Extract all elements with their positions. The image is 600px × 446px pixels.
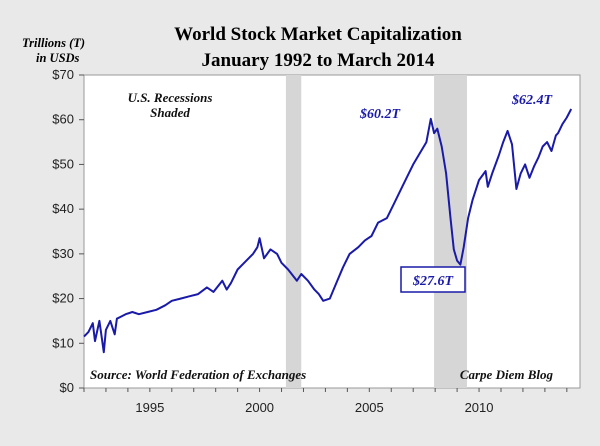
series-line (83, 108, 573, 354)
recession-note-line2: Shaded (150, 105, 190, 120)
y-tick-label: $20 (52, 291, 74, 306)
chart-subtitle: January 1992 to March 2014 (202, 50, 435, 71)
x-tick-label: 1995 (135, 400, 164, 415)
y-tick-label: $0 (60, 380, 74, 395)
recession-note-line1: U.S. Recessions (128, 90, 213, 105)
trough-2009-label: $27.6T (412, 274, 455, 289)
recession-band (285, 75, 302, 388)
y-tick-label: $60 (52, 112, 74, 127)
y-tick-label: $50 (52, 156, 74, 171)
trough-label-box (400, 266, 466, 293)
recession-band (434, 75, 467, 388)
source-note: Source: World Federation of Exchanges (90, 367, 306, 382)
y-axis-label-line1: Trillions (T) (22, 36, 85, 50)
x-tick-label: 2005 (355, 400, 384, 415)
recession-bands (285, 75, 467, 388)
y-tick-label: $10 (52, 335, 74, 350)
chart-title: World Stock Market Capitalization (174, 24, 462, 45)
y-tick-label: $40 (52, 201, 74, 216)
peak-2007-label: $60.2T (359, 107, 402, 122)
y-tick-label: $70 (52, 67, 74, 82)
plot-area (83, 74, 581, 389)
x-tick-label: 2010 (465, 400, 494, 415)
y-tick-label: $30 (52, 246, 74, 261)
x-tick-label: 2000 (245, 400, 274, 415)
peak-2014-label: $62.4T (511, 93, 554, 108)
y-axis-label-line2: in USDs (36, 51, 80, 65)
credit-note: Carpe Diem Blog (460, 367, 554, 382)
